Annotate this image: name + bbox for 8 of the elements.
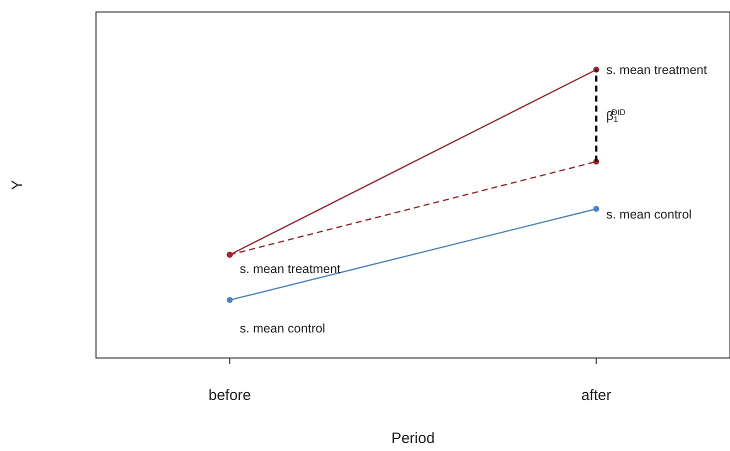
annotation: s. mean control bbox=[240, 321, 326, 336]
x-tick-label: before bbox=[208, 387, 252, 404]
y-axis-title: Y bbox=[9, 180, 26, 190]
x-axis-title: Period bbox=[391, 430, 435, 447]
x-tick-label: after bbox=[581, 387, 612, 404]
annotation: s. mean treatment bbox=[240, 262, 342, 276]
annotation: s. mean control bbox=[606, 207, 692, 222]
annotation: s. mean treatment bbox=[606, 63, 708, 78]
